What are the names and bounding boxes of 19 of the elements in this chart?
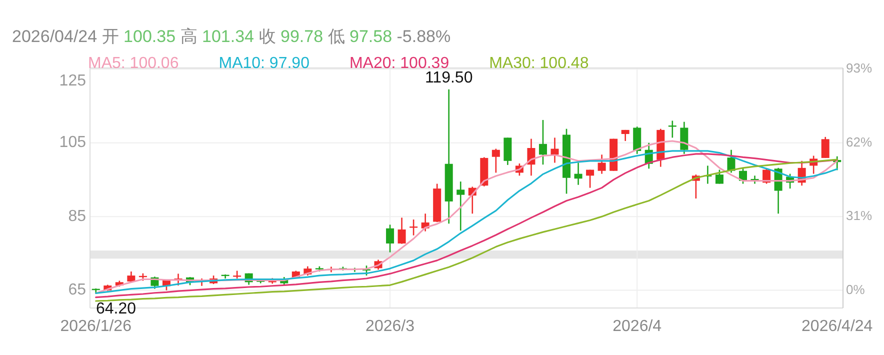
- chart-title: 2026/04/24 开 100.35 高 101.34 收 99.78 低 97.58 -5.88%: [12, 27, 451, 46]
- y2-tick-label: 62%: [846, 134, 872, 150]
- legend: MA5: 100.06: [88, 55, 179, 72]
- x-tick-label: 2026/3: [366, 318, 415, 336]
- y-tick-label: 85: [68, 208, 86, 225]
- y2-tick-label: 31%: [846, 208, 872, 224]
- annotation: 64.20: [96, 300, 136, 318]
- x-tick-label: 2026/4/24: [802, 318, 873, 336]
- legend: MA20: 100.39: [349, 55, 450, 72]
- y2-tick-label: 93%: [846, 60, 872, 76]
- legend: MA30: 100.48: [489, 55, 589, 72]
- legend: MA10: 97.90: [218, 55, 310, 72]
- y-tick-label: 125: [59, 72, 86, 90]
- y-tick-label: 105: [59, 134, 86, 152]
- x-tick-label: 2026/4: [612, 318, 662, 336]
- y-tick-label: 65: [68, 282, 86, 299]
- y2-tick-label: 0%: [846, 282, 866, 297]
- x-tick-label: 2026/1/26: [60, 318, 132, 336]
- annotation: 119.50: [424, 69, 473, 86]
